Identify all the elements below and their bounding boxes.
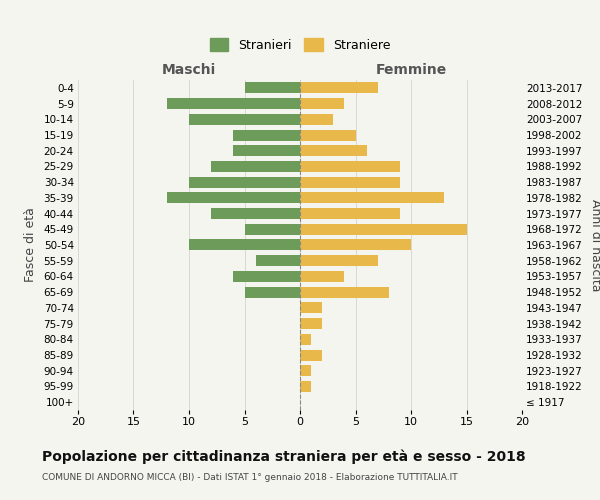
Bar [300, 114, 334, 125]
Bar [167, 192, 300, 203]
Bar [189, 240, 300, 250]
Text: Femmine: Femmine [376, 62, 446, 76]
Bar [300, 318, 322, 329]
Bar [245, 224, 300, 235]
Text: Popolazione per cittadinanza straniera per età e sesso - 2018: Popolazione per cittadinanza straniera p… [42, 450, 526, 464]
Bar [300, 365, 311, 376]
Bar [300, 192, 444, 203]
Bar [256, 255, 300, 266]
Bar [233, 130, 300, 140]
Bar [211, 208, 300, 219]
Bar [300, 286, 389, 298]
Bar [233, 271, 300, 282]
Bar [300, 240, 411, 250]
Text: COMUNE DI ANDORNO MICCA (BI) - Dati ISTAT 1° gennaio 2018 - Elaborazione TUTTITA: COMUNE DI ANDORNO MICCA (BI) - Dati ISTA… [42, 472, 458, 482]
Bar [300, 98, 344, 109]
Bar [211, 161, 300, 172]
Bar [300, 381, 311, 392]
Bar [300, 271, 344, 282]
Bar [189, 114, 300, 125]
Bar [189, 176, 300, 188]
Bar [245, 286, 300, 298]
Text: Maschi: Maschi [162, 62, 216, 76]
Bar [300, 176, 400, 188]
Bar [300, 130, 355, 140]
Y-axis label: Anni di nascita: Anni di nascita [589, 198, 600, 291]
Bar [233, 145, 300, 156]
Bar [300, 82, 378, 94]
Bar [300, 334, 311, 345]
Bar [300, 302, 322, 314]
Bar [300, 145, 367, 156]
Bar [167, 98, 300, 109]
Bar [300, 224, 467, 235]
Y-axis label: Fasce di età: Fasce di età [23, 208, 37, 282]
Bar [300, 161, 400, 172]
Bar [300, 350, 322, 360]
Bar [300, 255, 378, 266]
Bar [300, 208, 400, 219]
Bar [245, 82, 300, 94]
Legend: Stranieri, Straniere: Stranieri, Straniere [205, 34, 395, 57]
